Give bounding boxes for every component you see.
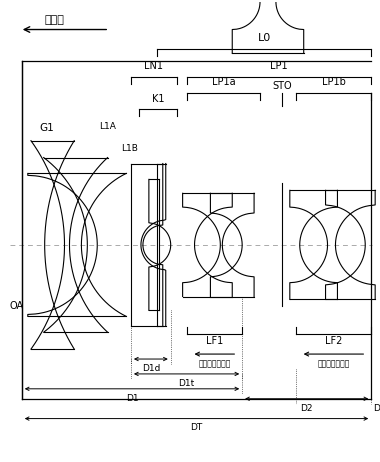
Text: （フォーカス）: （フォーカス）: [317, 359, 350, 368]
Text: OA: OA: [10, 301, 24, 311]
Text: D1: D1: [126, 394, 138, 403]
Text: （フォーカス）: （フォーカス）: [198, 359, 231, 368]
Text: D1d: D1d: [142, 364, 160, 373]
Text: DT: DT: [190, 424, 203, 432]
Text: LP1: LP1: [270, 61, 288, 71]
Text: LP1a: LP1a: [212, 77, 235, 87]
Text: G1: G1: [40, 123, 54, 133]
Text: LN1: LN1: [144, 61, 163, 71]
Text: L0: L0: [257, 33, 271, 43]
Text: LF1: LF1: [206, 336, 223, 346]
Text: STO: STO: [272, 81, 292, 91]
Text: LP1b: LP1b: [321, 77, 345, 87]
Text: L1A: L1A: [99, 122, 116, 131]
Text: D2: D2: [301, 404, 313, 413]
Text: D: D: [373, 404, 380, 413]
Text: K1: K1: [152, 94, 164, 104]
Text: 物体側: 物体側: [45, 15, 65, 24]
Text: L1B: L1B: [121, 144, 138, 152]
Text: D1t: D1t: [179, 379, 195, 388]
Text: LF2: LF2: [325, 336, 342, 346]
